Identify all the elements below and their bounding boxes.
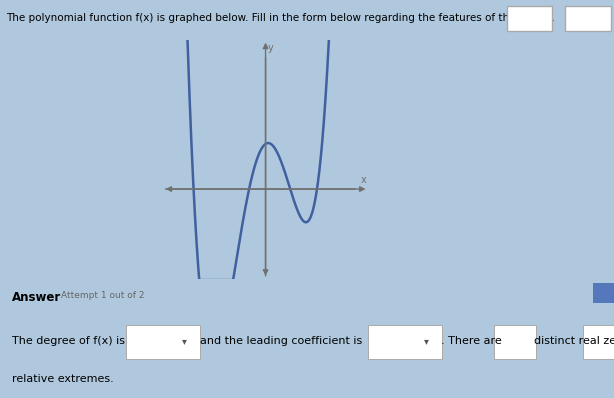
Text: The degree of f(x) is: The degree of f(x) is — [12, 336, 125, 346]
Text: distinct real zeros and: distinct real zeros and — [534, 336, 614, 346]
Text: and the leading coefficient is: and the leading coefficient is — [200, 336, 362, 346]
FancyBboxPatch shape — [507, 6, 552, 31]
Text: x: x — [360, 175, 367, 185]
FancyBboxPatch shape — [494, 325, 536, 359]
Text: y: y — [268, 43, 274, 53]
FancyBboxPatch shape — [368, 325, 442, 359]
Text: ▾: ▾ — [424, 336, 429, 346]
FancyBboxPatch shape — [126, 325, 200, 359]
Text: Answer: Answer — [12, 291, 61, 304]
Text: ▾: ▾ — [182, 336, 187, 346]
Text: relative extremes.: relative extremes. — [12, 374, 114, 384]
Text: . There are: . There are — [441, 336, 502, 346]
FancyBboxPatch shape — [565, 6, 611, 31]
FancyBboxPatch shape — [593, 283, 614, 303]
FancyBboxPatch shape — [583, 325, 614, 359]
Text: The polynomial function f(x) is graphed below. Fill in the form below regarding : The polynomial function f(x) is graphed … — [6, 13, 555, 23]
Text: Attempt 1 out of 2: Attempt 1 out of 2 — [61, 291, 145, 300]
